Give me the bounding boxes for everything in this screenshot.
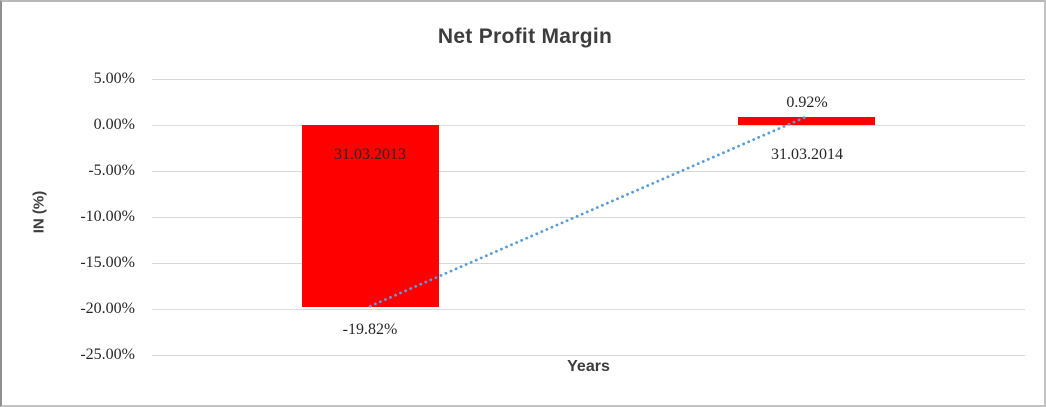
gridline [152, 217, 1025, 218]
y-tick-label: -15.00% [80, 254, 135, 271]
data-label: 0.92% [786, 94, 828, 111]
category-label: 31.03.2014 [771, 146, 843, 163]
gridline [152, 125, 1025, 126]
gridline [152, 309, 1025, 310]
y-tick-label: -10.00% [80, 208, 135, 225]
gridline [152, 263, 1025, 264]
y-tick-label: 5.00% [93, 70, 135, 87]
data-label: -19.82% [342, 321, 398, 338]
gridline [152, 355, 1025, 356]
gridline [152, 79, 1025, 80]
category-label: 31.03.2013 [334, 146, 406, 163]
y-tick-label: 0.00% [93, 116, 135, 133]
y-tick-label: -25.00% [80, 346, 135, 363]
x-axis-title: Years [567, 358, 610, 375]
bar-31.03.2014 [738, 117, 875, 125]
y-tick-label: -5.00% [88, 162, 135, 179]
gridline [152, 171, 1025, 172]
y-tick-label: -20.00% [80, 300, 135, 317]
chart-title: Net Profit Margin [437, 25, 613, 48]
